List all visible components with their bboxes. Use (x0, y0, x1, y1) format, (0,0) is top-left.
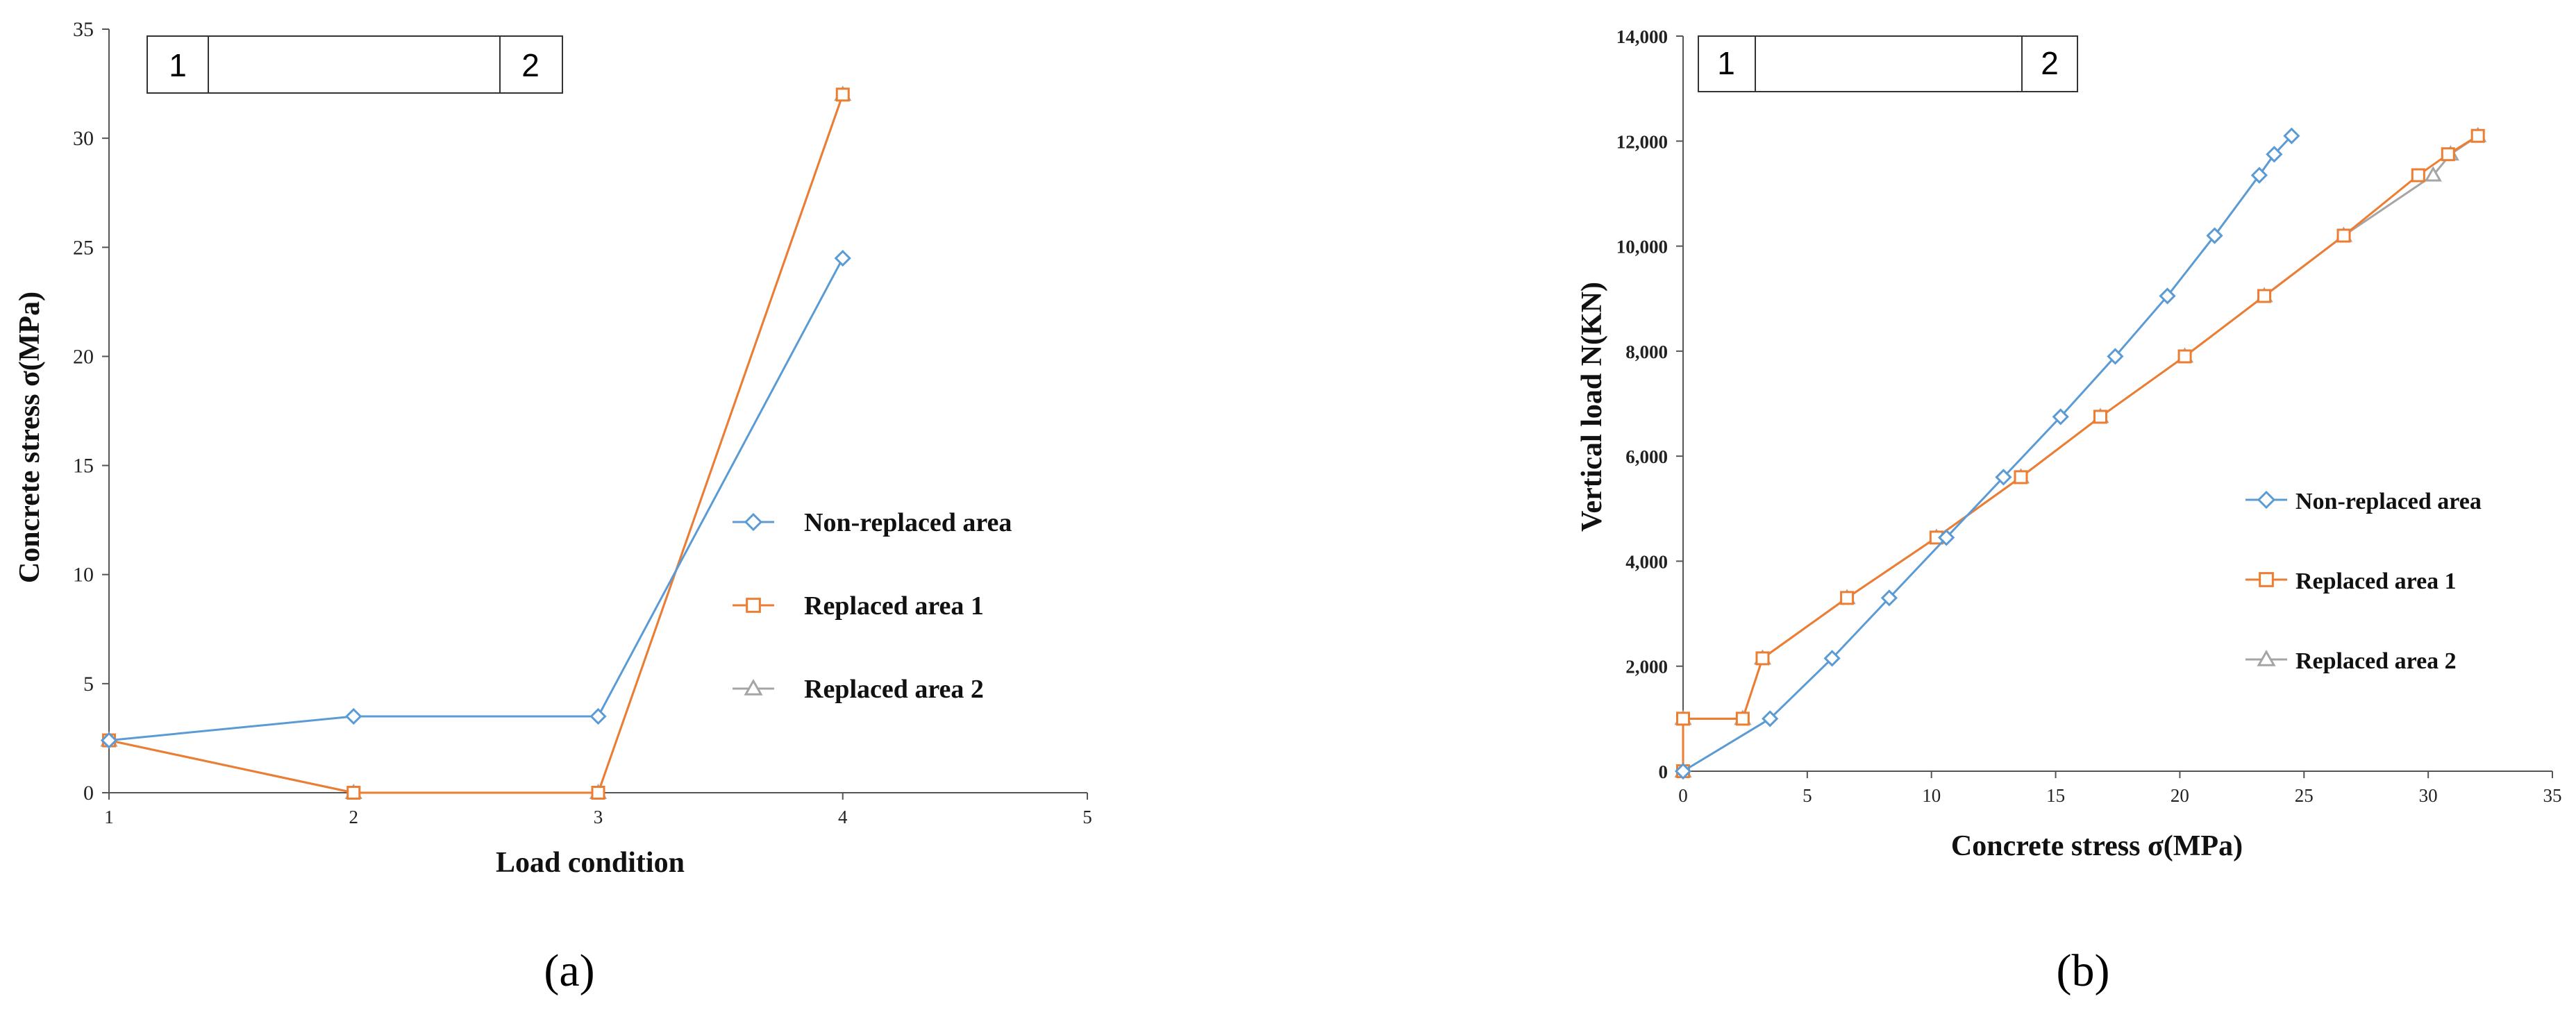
chart-a-series-line-1 (108, 258, 844, 742)
chart-a-series-2-point (591, 786, 605, 800)
chart-b-inset-box (1698, 35, 2078, 92)
chart-a-series-2-point (835, 87, 850, 102)
chart-b-series-1-point (1995, 469, 2012, 486)
chart-a-x-tick-label: 2 (349, 807, 359, 827)
chart-b-series-1-point (2283, 127, 2300, 144)
chart-b-legend-marker-3 (2257, 649, 2276, 666)
chart-b-series-1-point (1823, 650, 1841, 667)
chart-b-x-tick-label: 30 (2419, 785, 2438, 806)
chart-b-y-tick-label: 6,000 (1625, 446, 1668, 467)
chart-a-y-tick-label: 20 (73, 345, 94, 368)
chart-b-series-2-point (2470, 128, 2485, 143)
chart-b: 1 2 0 5 10 15 20 25 30 35 0 2,000 4,000 6,000 8,000 1… (1576, 26, 2562, 996)
chart-a-series-1-point (834, 249, 851, 267)
chart-a-legend-label-3: Replaced area 2 (804, 675, 984, 704)
chart-b-y-tick-label: 12,000 (1616, 131, 1668, 152)
chart-a-x-tick-label: 3 (594, 807, 603, 827)
chart-a-legend-marker-2 (746, 598, 761, 613)
chart-b-series-2-point (2014, 470, 2028, 485)
chart-a-x-tick-label: 4 (838, 807, 848, 827)
chart-a-legend-label-1: Non-replaced area (804, 508, 1012, 537)
chart-b-series-3-point (2424, 166, 2442, 182)
chart-b-legend-label-1: Non-replaced area (2295, 489, 2482, 514)
chart-a-y-tick-label: 5 (83, 673, 94, 696)
chart-b-x-tick-label: 5 (1803, 785, 1812, 806)
chart-b-x-tick-label: 0 (1678, 785, 1688, 806)
chart-b-series-1-point (2250, 167, 2268, 184)
chart-a-panel-label: (a) (544, 945, 594, 996)
chart-b-x-tick-label: 10 (1922, 785, 1941, 806)
chart-a-y-tick-label: 15 (73, 455, 94, 478)
chart-b-series-1-point (1938, 529, 1955, 546)
chart-a-y-tick-label: 10 (73, 564, 94, 587)
chart-b-series-line-3 (1682, 135, 2479, 771)
chart-a-y-tick-label: 25 (73, 236, 94, 259)
chart-b-x-tick-label: 15 (2046, 785, 2065, 806)
chart-a-inset-box (147, 35, 563, 94)
chart-b-series-1-point (2052, 408, 2069, 426)
chart-b-series-1-point (1880, 589, 1898, 607)
chart-b-series-2-point (2336, 228, 2351, 243)
chart-b-series-2-point (1735, 712, 1750, 726)
chart-b-series-2-point (1755, 651, 1770, 666)
chart-b-series-1-point (2159, 287, 2176, 305)
chart-b-series-1-point (2107, 348, 2124, 365)
chart-b-series-1-point (1674, 762, 1692, 780)
chart-b-series-line-2 (1682, 135, 2479, 771)
chart-b-legend-label-2: Replaced area 1 (2295, 569, 2457, 594)
chart-a-series-line-2 (108, 94, 844, 794)
chart-b-x-tick-label: 20 (2171, 785, 2189, 806)
chart-b-y-tick-label: 2,000 (1625, 657, 1668, 677)
chart-a-x-axis-label: Load condition (496, 847, 685, 879)
chart-b-inset-label-2: 2 (2041, 45, 2059, 81)
chart-a: 1 2 1 2 3 4 5 0 5 10 15 20 25 30 35 Non-replaced are… (14, 18, 1092, 996)
chart-a-legend-marker-1 (744, 512, 763, 532)
chart-b-series-line-1 (1682, 135, 2293, 773)
chart-b-legend-label-3: Replaced area 2 (2295, 648, 2457, 674)
chart-b-series-1-point (1762, 710, 1779, 727)
chart-b-y-tick-label: 8,000 (1625, 342, 1668, 362)
chart-b-y-axis-label: Vertical load N(KN) (1576, 282, 1608, 532)
chart-b-y-tick-label: 14,000 (1616, 26, 1668, 47)
chart-b-x-tick-label: 25 (2295, 785, 2314, 806)
chart-b-x-tick-label: 35 (2543, 785, 2562, 806)
chart-a-x-tick-label: 5 (1082, 807, 1092, 827)
chart-b-legend-marker-2 (2259, 572, 2274, 587)
chart-a-legend-label-2: Replaced area 1 (804, 591, 984, 621)
chart-b-y-tick-label: 10,000 (1616, 237, 1668, 258)
chart-a-y-axis-label: Concrete stress σ(MPa) (14, 292, 46, 583)
chart-b-series-1-point (2266, 146, 2283, 163)
chart-a-y-tick-label: 35 (73, 18, 94, 41)
chart-b-series-2-point (2441, 147, 2455, 162)
chart-b-series-2-point (2093, 410, 2107, 424)
chart-a-inset-label-2: 2 (521, 47, 540, 83)
chart-a-y-tick-label: 30 (73, 127, 94, 150)
chart-b-series-2-point (1676, 712, 1690, 726)
chart-b-y-tick-label: 0 (1659, 761, 1668, 782)
chart-b-series-2-point (1840, 591, 1855, 605)
chart-b-legend-marker-1 (2257, 490, 2276, 510)
chart-b-series-2-point (2257, 289, 2272, 303)
chart-a-series-2-point (346, 786, 361, 800)
chart-b-panel-label: (b) (2057, 945, 2110, 996)
chart-a-series-1-point (345, 707, 362, 725)
chart-a-series-1-point (589, 707, 607, 725)
chart-a-series-1-point (100, 732, 118, 749)
chart-b-x-axis-label: Concrete stress σ(MPa) (1951, 830, 2243, 862)
chart-b-series-2-point (2177, 349, 2192, 364)
chart-b-y-tick-label: 4,000 (1625, 551, 1668, 572)
chart-b-series-2-point (2411, 168, 2425, 183)
chart-a-legend-marker-3 (744, 678, 763, 696)
chart-b-series-1-point (2206, 227, 2223, 244)
chart-a-inset-label-1: 1 (169, 47, 187, 83)
chart-b-inset-label-1: 1 (1717, 45, 1735, 81)
chart-a-y-tick-label: 0 (83, 782, 94, 805)
chart-a-x-tick-label: 1 (104, 807, 114, 827)
